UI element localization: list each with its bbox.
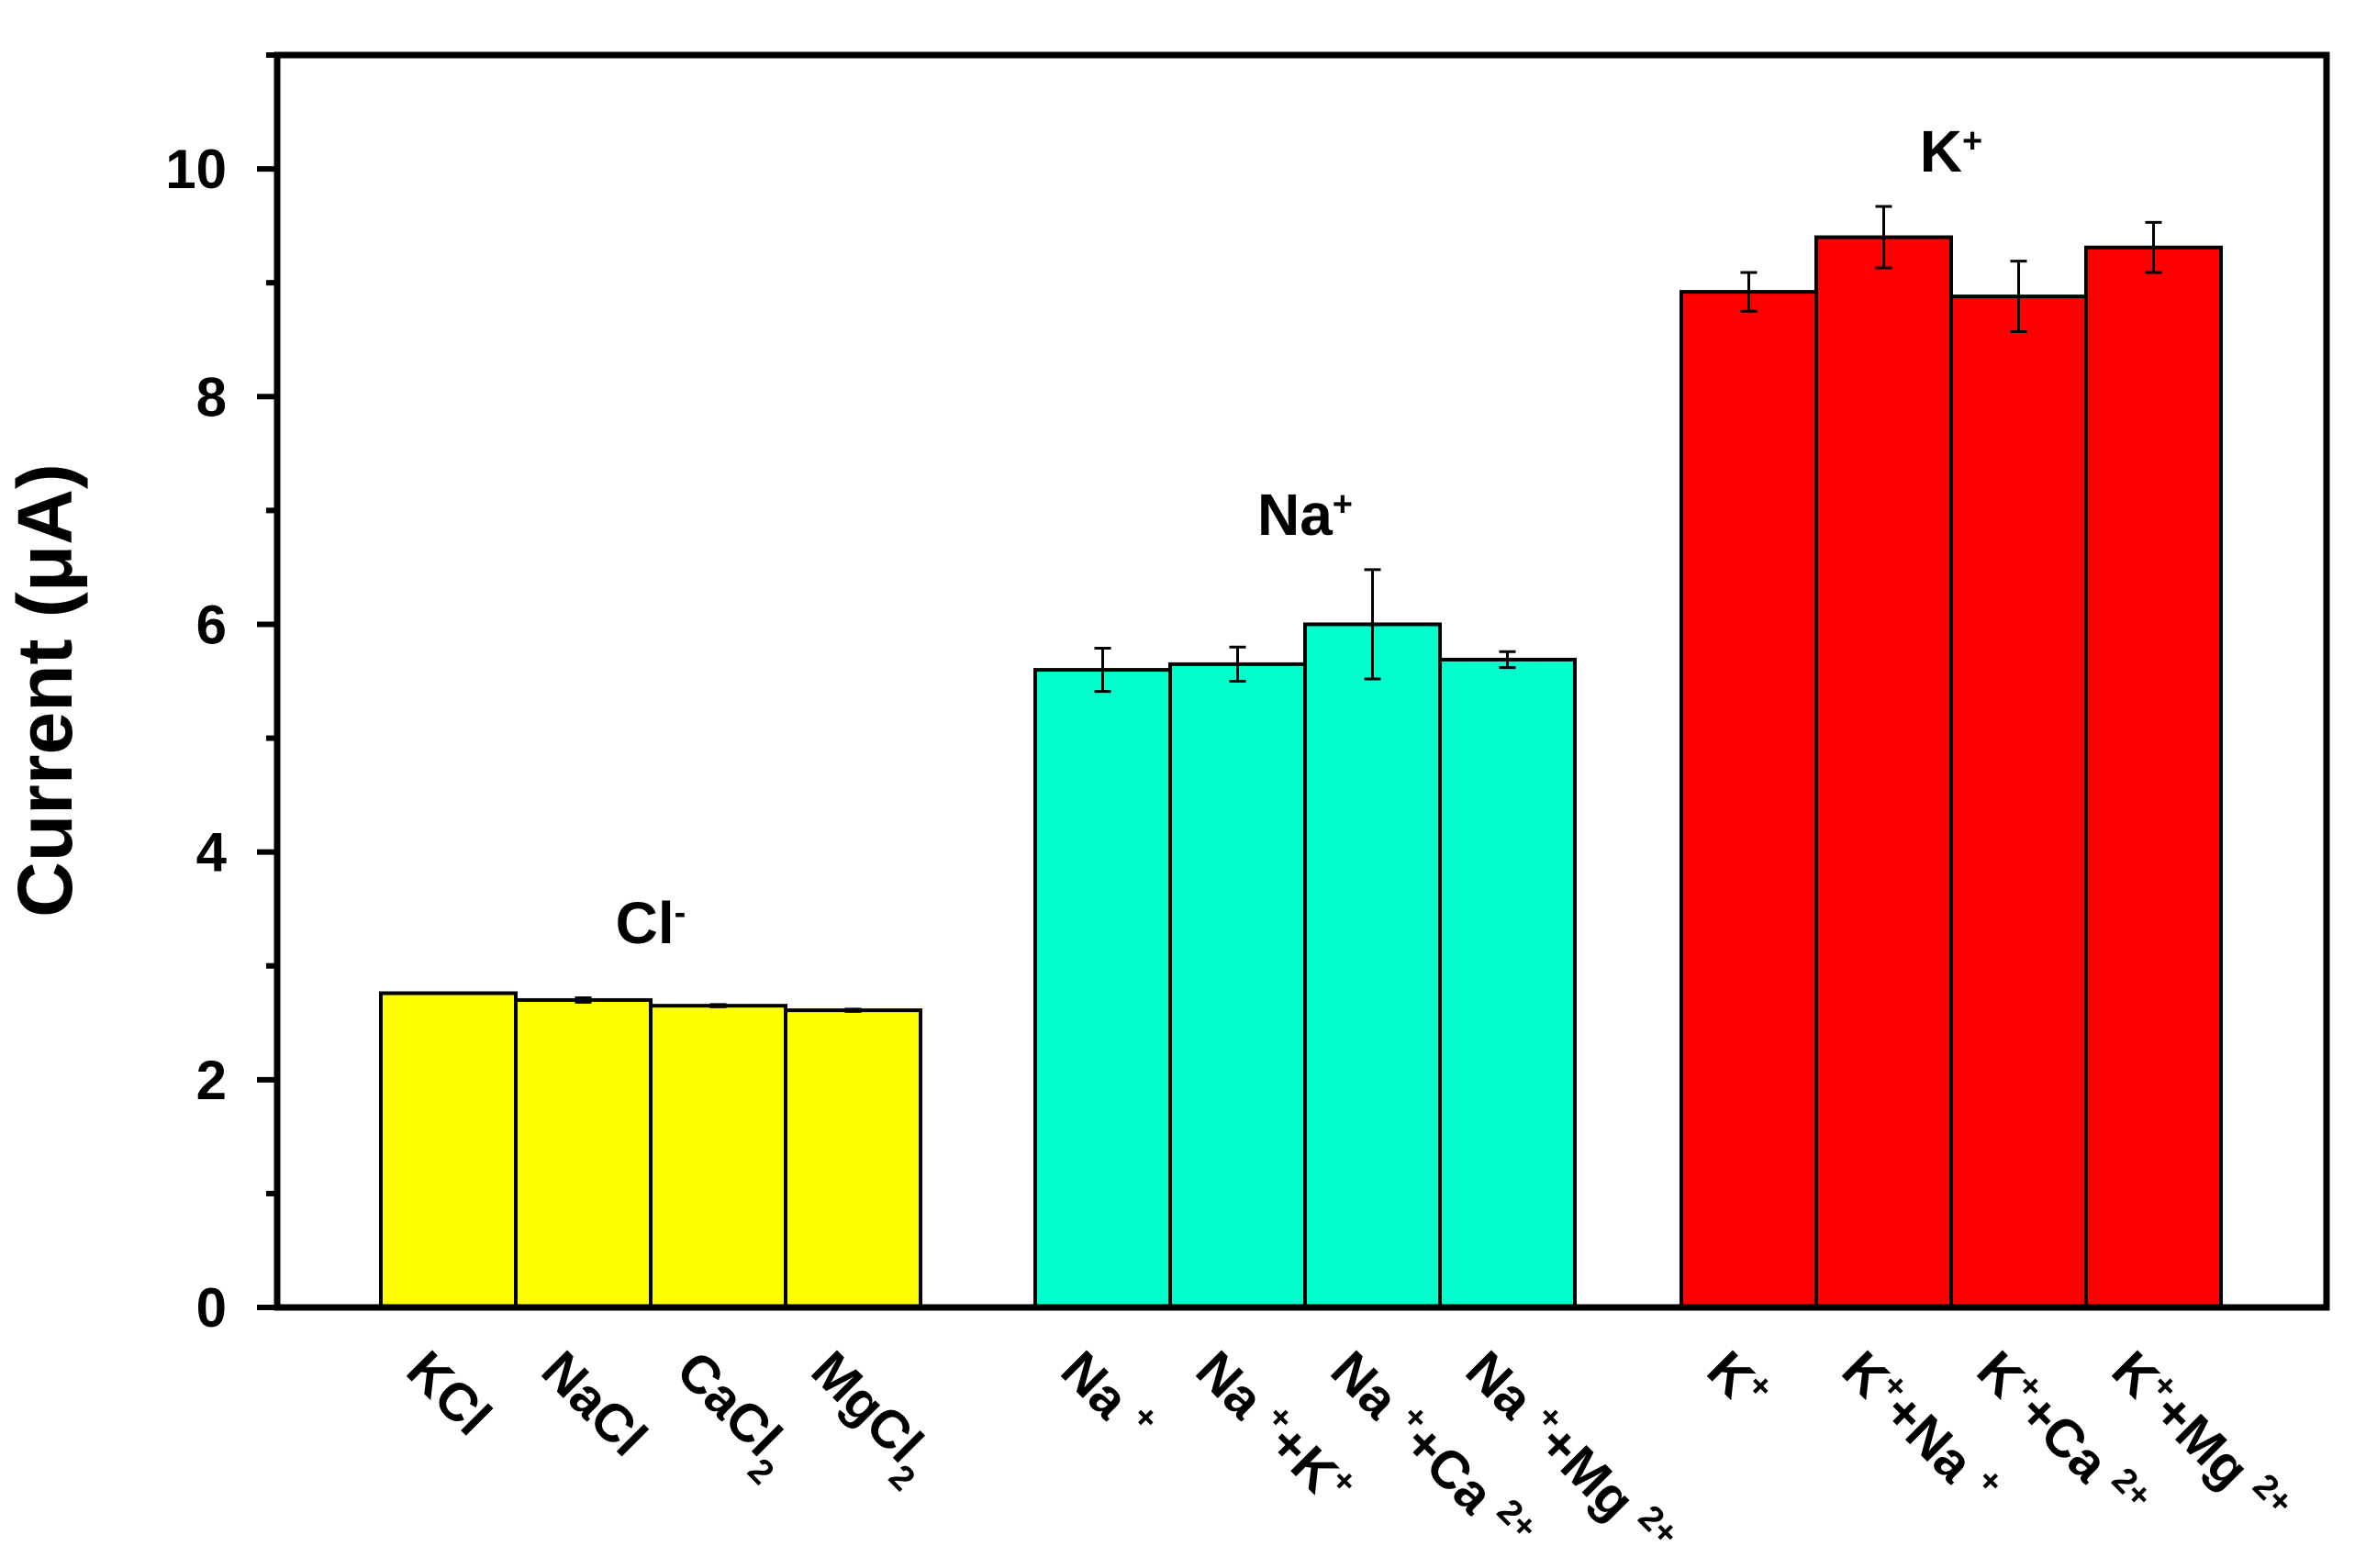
x-tick-label: MgCl2 [789,1340,948,1498]
x-tick-label: NaCl [530,1340,658,1467]
bar [1949,295,2088,1309]
bar [649,1004,787,1309]
y-tick-label: 4 [196,822,228,884]
bar [784,1008,922,1309]
y-tick-label: 2 [196,1050,227,1111]
bar [1168,662,1307,1309]
bar [1033,668,1172,1309]
x-tick-label: CaCl2 [654,1340,807,1492]
group-label: K+ [1920,118,1982,184]
bars-layer [379,235,2223,1310]
bar [379,991,518,1309]
x-tick-label: Na + [1050,1339,1166,1455]
x-tick-label: K+ [1696,1339,1781,1424]
bar [2084,245,2223,1309]
bar [1438,657,1577,1309]
bar [514,997,653,1310]
bar [1303,622,1442,1309]
plot-area-frame [273,51,2330,1311]
x-tick-label: Na ++Mg 2+ [1455,1339,1686,1568]
y-tick-label: 8 [196,366,227,428]
y-tick-label: 0 [196,1277,227,1339]
y-tick-label: 6 [196,594,227,655]
bar [1814,235,1953,1310]
group-label: Cl- [616,890,686,956]
group-labels: Cl- Na+ K+ [616,118,1983,956]
y-axis: 0 2 4 6 8 10 [165,52,277,1339]
group-label: Na+ [1257,482,1353,548]
error-bars-layer [575,205,2162,1013]
y-tick-label: 10 [165,139,227,200]
y-axis-title: Current (μA) [2,463,88,917]
bar [1680,290,1818,1309]
x-tick-label: KCl [396,1340,503,1447]
